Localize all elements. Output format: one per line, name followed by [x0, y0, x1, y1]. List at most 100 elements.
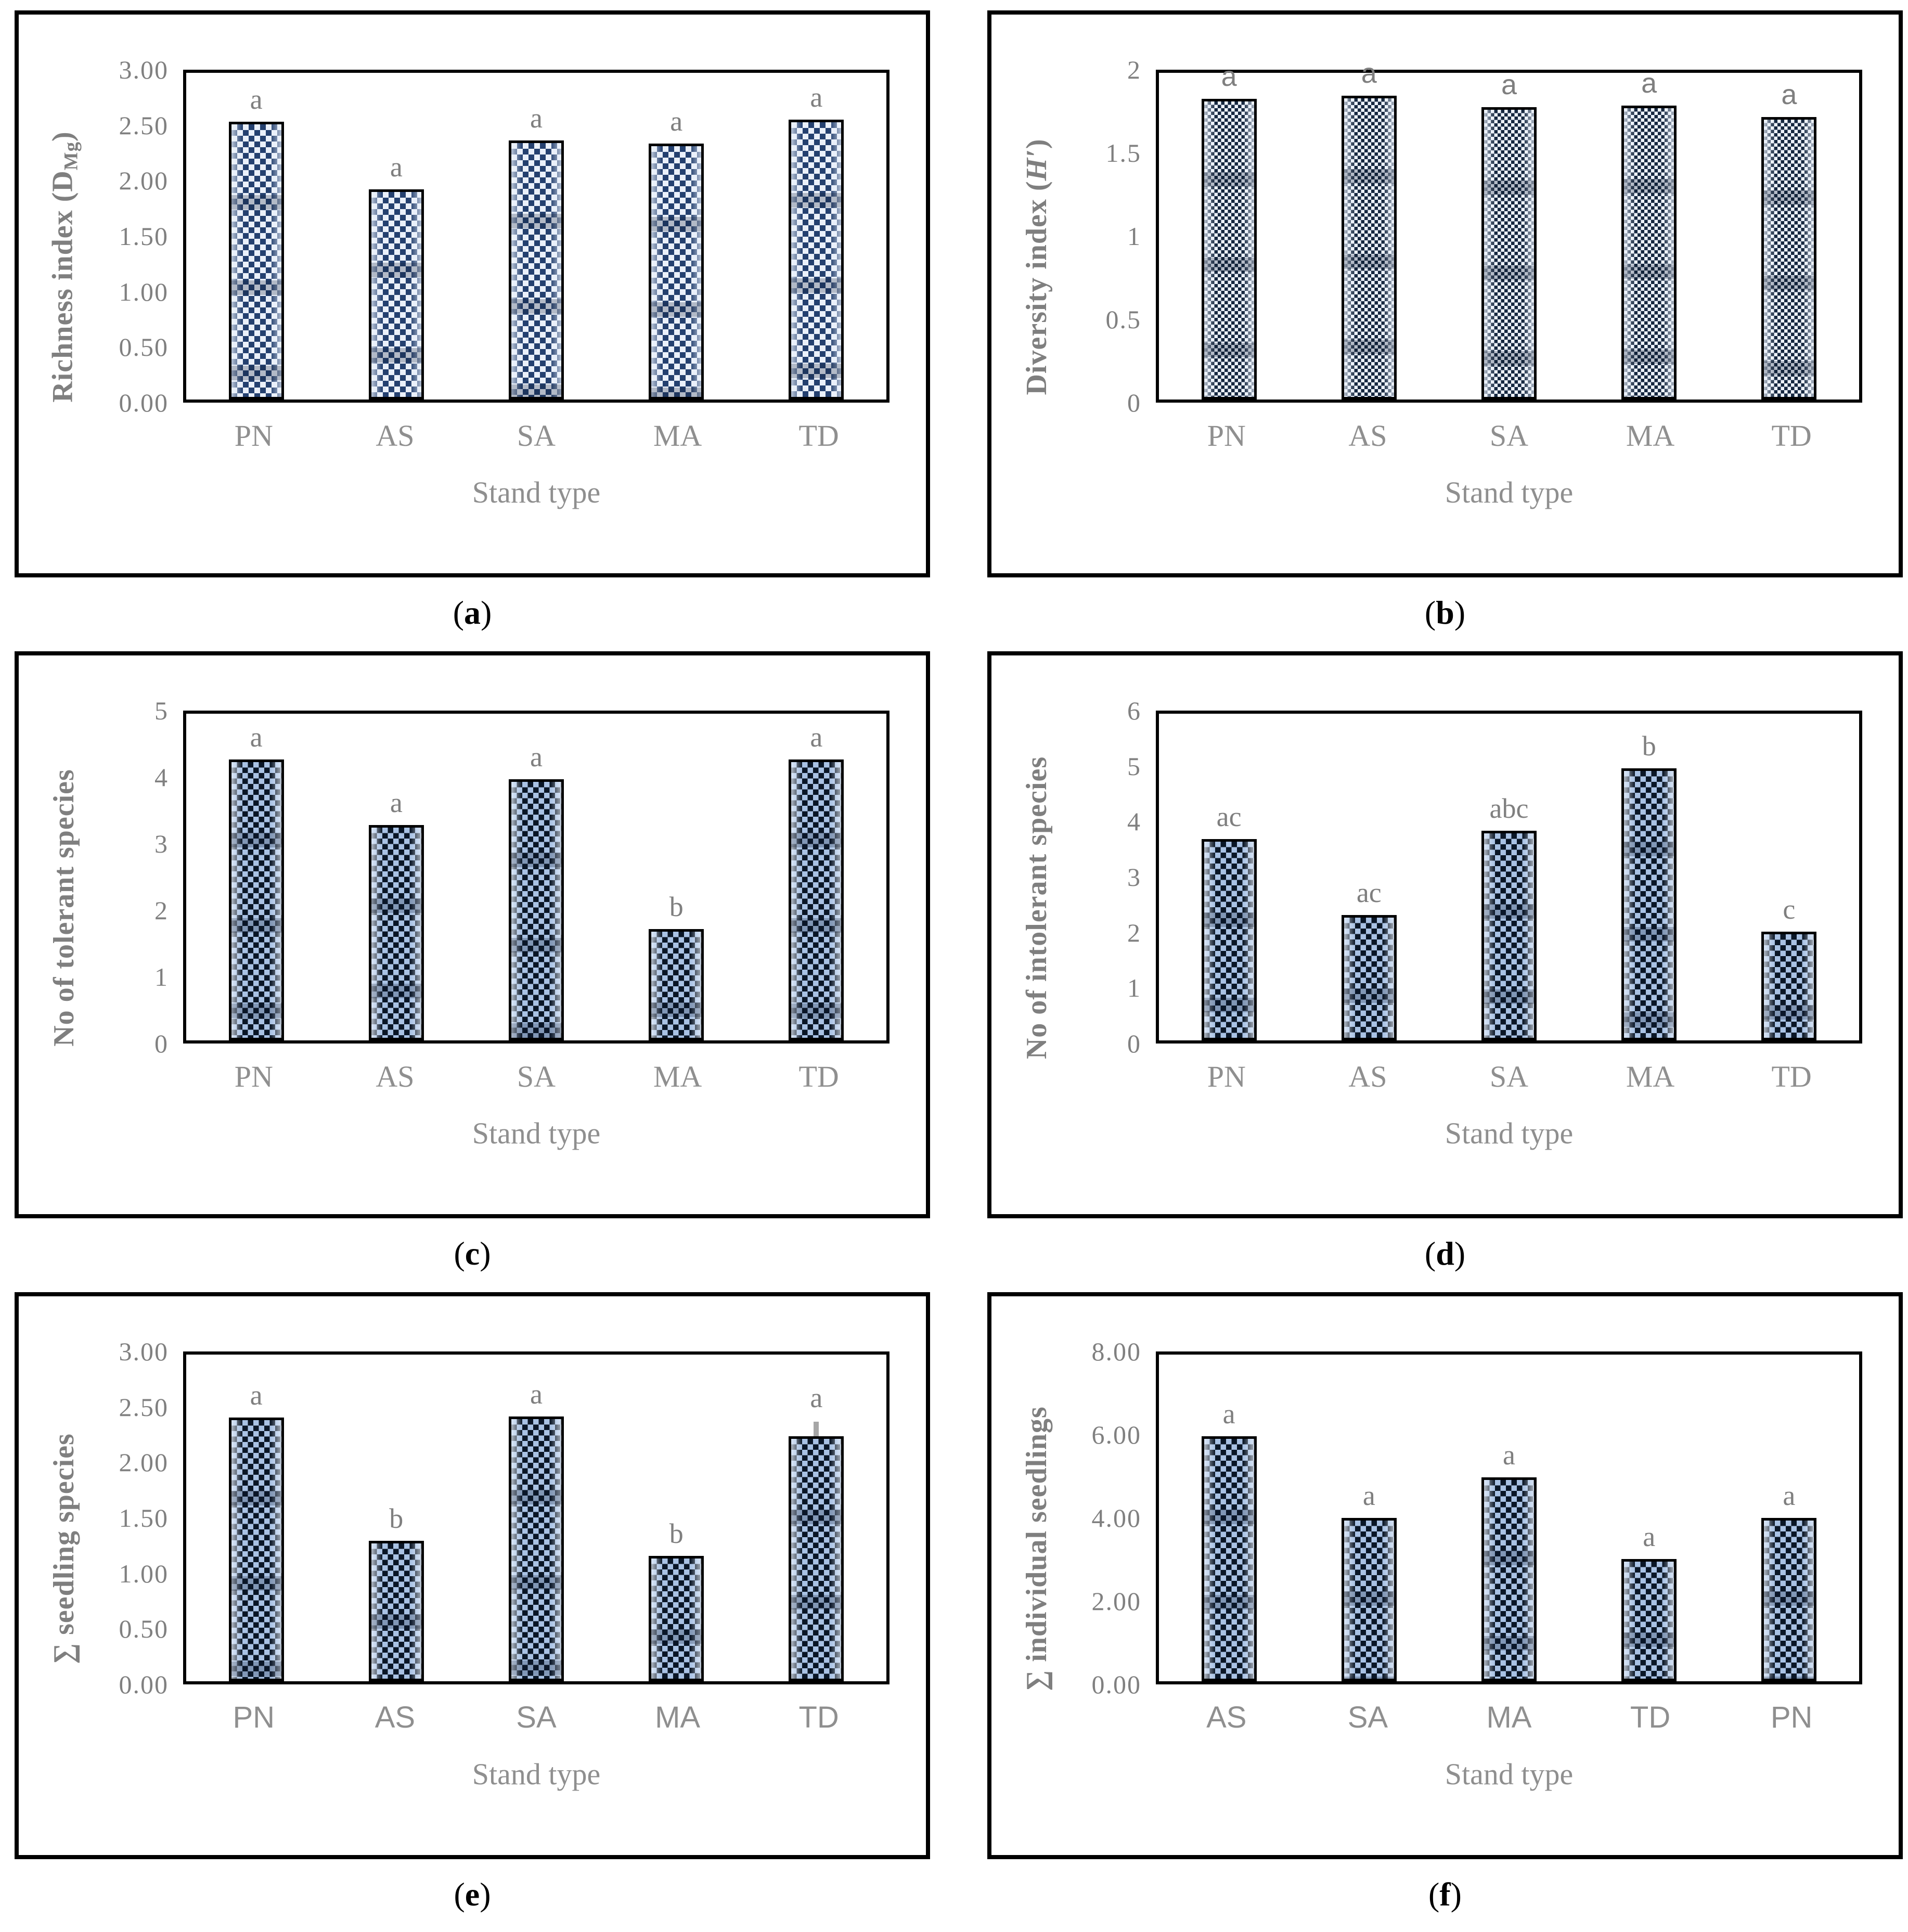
- y-tick-label: 5: [154, 696, 169, 725]
- category-label-MA: MA: [1626, 1060, 1675, 1093]
- bar-PN: [1201, 839, 1257, 1040]
- caption-b: (b): [987, 596, 1903, 629]
- y-tick-label: 0: [154, 1029, 169, 1058]
- bar-slot-SA: a: [466, 1355, 606, 1681]
- bar-slot-TD: a: [746, 1355, 886, 1681]
- bar-MA: [649, 929, 704, 1040]
- category-label-MA: MA: [1626, 419, 1675, 453]
- panel-cell-b: Diversity index (H′) 0 0.5 1 1.5 2 a a a a a PN AS SA…: [987, 10, 1903, 648]
- caption-paren: ): [1454, 594, 1466, 631]
- bar-SA: [1481, 831, 1537, 1040]
- bar-TD: [789, 759, 844, 1040]
- category-label-TD: TD: [1771, 1060, 1812, 1093]
- panel-cell-e: ∑ seedling species 0.00 0.50 1.00 1.50 2.00 2.…: [15, 1292, 930, 1930]
- bar-slot-MA: b: [1579, 714, 1719, 1040]
- y-tick-label: 2.00: [119, 166, 169, 196]
- bar-slot-TD: a: [1719, 73, 1859, 400]
- significance-label: a: [390, 151, 403, 183]
- y-tick-label: 0.00: [119, 388, 169, 417]
- y-axis-ticks: 0.00 0.50 1.00 1.50 2.00 2.50 3.00: [95, 1338, 183, 1697]
- x-axis-categories: AS SA MA TD PN: [1156, 1690, 1862, 1746]
- significance-label: a: [810, 1382, 823, 1413]
- category-label-AS: AS: [1206, 1701, 1247, 1734]
- bar-slot-AS: ac: [1299, 714, 1439, 1040]
- bar-SA: [509, 1416, 564, 1681]
- significance-label: a: [1503, 1439, 1515, 1471]
- significance-label: a: [1643, 1521, 1656, 1552]
- bar-slot-PN: a: [186, 714, 326, 1040]
- bar-chart-e: ∑ seedling species 0.00 0.50 1.00 1.50 2.00 2.…: [19, 1296, 926, 1855]
- bar-chart-b: Diversity index (H′) 0 0.5 1 1.5 2 a a a a a PN AS SA…: [991, 15, 1899, 573]
- y-axis-title: No of tolerant species: [33, 711, 95, 1105]
- x-axis-categories: PN AS SA MA TD: [183, 408, 889, 464]
- bar-TD: [789, 1436, 844, 1681]
- bar-MA: [1621, 768, 1677, 1040]
- significance-label: a: [530, 102, 543, 134]
- bar-PN: [1761, 1518, 1817, 1681]
- category-label-TD: TD: [798, 1060, 839, 1093]
- caption-letter: a: [464, 594, 481, 631]
- significance-label: a: [390, 787, 403, 818]
- category-label-SA: SA: [517, 1060, 556, 1093]
- category-label-TD: TD: [1771, 419, 1812, 453]
- category-label-AS: AS: [376, 1060, 415, 1093]
- category-label-PN: PN: [233, 1701, 275, 1734]
- plot-area: a a a a a: [1156, 1351, 1862, 1684]
- y-tick-label: 0.00: [1091, 1670, 1141, 1699]
- significance-label: a: [1641, 67, 1657, 99]
- bar-slot-TD: c: [1719, 714, 1859, 1040]
- bar-chart-f: ∑ individual seedlings 0.00 2.00 4.00 6.00 8.…: [991, 1296, 1899, 1855]
- bar-AS: [368, 825, 424, 1040]
- y-axis-title-text: ∑ seedling species: [48, 1433, 80, 1664]
- significance-label: a: [250, 84, 263, 115]
- caption-paren: ): [1450, 1876, 1462, 1913]
- significance-label: a: [1362, 1480, 1375, 1511]
- category-label-TD: TD: [1630, 1701, 1671, 1734]
- bar-TD: [1761, 117, 1817, 400]
- significance-label: a: [1783, 1480, 1796, 1511]
- y-axis-title: Diversity index (H′): [1006, 70, 1067, 464]
- category-label-MA: MA: [655, 1701, 701, 1734]
- bar-slot-AS: a: [1159, 1355, 1299, 1681]
- y-tick-label: 3: [1127, 862, 1141, 892]
- y-tick-label: 0: [1127, 388, 1141, 417]
- caption-f: (f): [987, 1878, 1903, 1911]
- category-label-AS: AS: [375, 1701, 416, 1734]
- category-label-MA: MA: [653, 419, 702, 453]
- y-tick-label: 0.00: [119, 1670, 169, 1699]
- panel-cell-f: ∑ individual seedlings 0.00 2.00 4.00 6.00 8.…: [987, 1292, 1903, 1930]
- chart-panel-c: No of tolerant species 0 1 2 3 4 5 a a a b a PN AS SA M…: [15, 651, 930, 1218]
- y-tick-label: 0.5: [1105, 305, 1141, 334]
- y-tick-label: 2.00: [119, 1448, 169, 1477]
- error-bar: [814, 1421, 819, 1438]
- y-axis-title-text: ∑ individual seedlings: [1021, 1406, 1053, 1691]
- y-axis-title-text: No of tolerant species: [48, 769, 80, 1047]
- y-tick-label: 3.00: [119, 1337, 169, 1366]
- significance-label: a: [810, 82, 823, 113]
- bar-slot-TD: a: [746, 714, 886, 1040]
- y-axis-ticks: 0.00 0.50 1.00 1.50 2.00 2.50 3.00: [95, 57, 183, 416]
- y-tick-label: 6.00: [1091, 1420, 1141, 1449]
- caption-paren: (: [1428, 1876, 1440, 1913]
- caption-letter: c: [465, 1235, 480, 1272]
- bar-slot-AS: a: [326, 73, 466, 400]
- y-tick-label: 2: [1127, 918, 1141, 947]
- y-axis-ticks: 0 1 2 3 4 5: [95, 698, 183, 1057]
- y-tick-label: 1: [154, 962, 169, 991]
- bar-chart-d: No of intolerant species 0 1 2 3 4 5 6 ac ac abc b c…: [991, 655, 1899, 1214]
- chart-panel-b: Diversity index (H′) 0 0.5 1 1.5 2 a a a a a PN AS SA…: [987, 10, 1903, 577]
- bar-slot-TD: a: [746, 73, 886, 400]
- x-axis-categories: PN AS SA MA TD: [1156, 408, 1862, 464]
- plot-area: a a a a a: [183, 70, 889, 403]
- significance-label: a: [1781, 79, 1797, 110]
- x-axis-categories: PN AS SA MA TD: [183, 1690, 889, 1746]
- caption-d: (d): [987, 1237, 1903, 1270]
- panel-cell-a: Richness index (DMg) 0.00 0.50 1.00 1.50 2.00…: [15, 10, 930, 648]
- bar-slot-MA: a: [607, 73, 746, 400]
- bar-TD: [1761, 931, 1817, 1040]
- x-axis-categories: PN AS SA MA TD: [1156, 1049, 1862, 1105]
- panel-cell-c: No of tolerant species 0 1 2 3 4 5 a a a b a PN AS SA M…: [15, 651, 930, 1289]
- bar-slot-TD: a: [1579, 1355, 1719, 1681]
- bar-slot-PN: a: [1159, 62, 1299, 400]
- plot-area: a a a b a: [183, 711, 889, 1044]
